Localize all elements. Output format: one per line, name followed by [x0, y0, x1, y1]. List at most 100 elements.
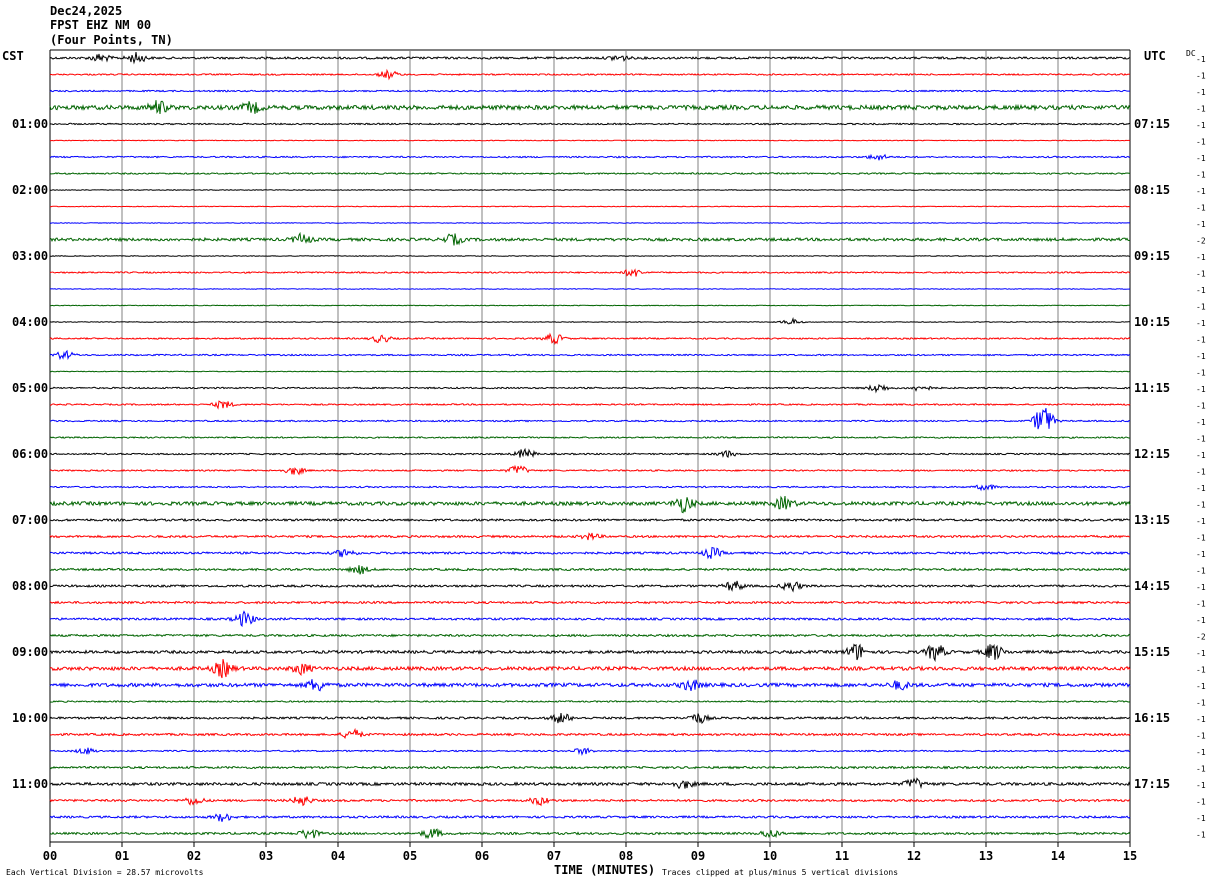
seismic-trace	[49, 447, 1131, 459]
seismic-trace	[49, 747, 1130, 756]
left-hour-label: 01:00	[12, 117, 48, 131]
trace-offset-label: -1	[1196, 105, 1206, 114]
trace-offset-label: -1	[1196, 699, 1206, 708]
x-tick-label: 12	[907, 849, 921, 863]
trace-offset-label: -1	[1196, 55, 1206, 64]
trace-offset-label: -1	[1196, 253, 1206, 262]
trace-offset-label: -1	[1196, 484, 1206, 493]
seismic-trace	[49, 436, 1131, 439]
right-hour-label: 13:15	[1134, 513, 1170, 527]
left-hour-label: 05:00	[12, 381, 48, 395]
seismic-trace	[49, 484, 1131, 492]
right-hour-label: 08:15	[1134, 183, 1170, 197]
trace-offset-label: -1	[1196, 220, 1206, 229]
x-tick-label: 07	[547, 849, 561, 863]
x-tick-label: 09	[691, 849, 705, 863]
left-timezone-label: CST	[2, 49, 24, 63]
trace-offset-label: -1	[1196, 171, 1206, 180]
grid-layer	[49, 49, 1131, 847]
seismic-trace	[49, 633, 1131, 638]
seismic-trace	[49, 231, 1131, 246]
seismic-trace	[49, 407, 1131, 430]
left-hour-label: 02:00	[12, 183, 48, 197]
trace-offset-label: -1	[1196, 814, 1206, 823]
seismic-trace	[50, 205, 1131, 208]
trace-offset-label: -1	[1196, 286, 1206, 295]
seismic-trace	[49, 765, 1131, 770]
seismic-trace	[49, 546, 1130, 560]
seismic-trace	[49, 68, 1131, 81]
trace-offset-label: -1	[1196, 369, 1206, 378]
seismic-trace	[49, 727, 1131, 739]
x-tick-label: 15	[1123, 849, 1137, 863]
left-hour-label: 06:00	[12, 447, 48, 461]
trace-offset-label: -1	[1196, 187, 1206, 196]
trace-offset-label: -1	[1196, 303, 1206, 312]
trace-offset-label: -1	[1196, 154, 1206, 163]
left-hour-label: 04:00	[12, 315, 48, 329]
right-hour-label: 10:15	[1134, 315, 1170, 329]
right-hour-label: 11:15	[1134, 381, 1170, 395]
seismic-trace	[49, 383, 1131, 394]
trace-offset-label: -1	[1196, 88, 1206, 97]
trace-offset-label: -1	[1196, 468, 1206, 477]
trace-offset-label: -1	[1196, 583, 1206, 592]
seismic-trace	[49, 400, 1131, 410]
seismic-trace	[49, 565, 1131, 575]
right-timezone-label: UTC	[1144, 49, 1166, 63]
x-tick-label: 13	[979, 849, 993, 863]
trace-offset-label: -1	[1196, 418, 1206, 427]
trace-offset-label: -1	[1196, 435, 1206, 444]
x-tick-label: 04	[331, 849, 345, 863]
trace-offset-label: -1	[1196, 765, 1206, 774]
right-hour-label: 17:15	[1134, 777, 1170, 791]
seismic-trace	[49, 777, 1131, 790]
left-hour-label: 11:00	[12, 777, 48, 791]
x-axis-title: TIME (MINUTES)	[554, 863, 656, 877]
seismic-trace	[49, 679, 1131, 692]
trace-offset-label: -1	[1196, 517, 1206, 526]
right-hour-label: 14:15	[1134, 579, 1170, 593]
x-tick-label: 14	[1051, 849, 1065, 863]
seismic-trace	[49, 268, 1131, 277]
seismic-trace	[50, 255, 1131, 257]
trace-offset-label: -1	[1196, 666, 1206, 675]
trace-offset-label: -1	[1196, 798, 1206, 807]
x-tick-label: 02	[187, 849, 201, 863]
seismic-trace	[49, 658, 1131, 679]
right-hour-label: 07:15	[1134, 117, 1170, 131]
trace-offset-label: -1	[1196, 567, 1206, 576]
trace-offset-label: -1	[1196, 501, 1206, 510]
x-tick-label: 10	[763, 849, 777, 863]
trace-offset-label: -1	[1196, 352, 1206, 361]
trace-offset-label: -1	[1196, 715, 1206, 724]
left-hour-label: 08:00	[12, 579, 48, 593]
left-hour-label: 10:00	[12, 711, 48, 725]
x-tick-label: 01	[115, 849, 129, 863]
trace-offset-label: -1	[1196, 831, 1206, 840]
x-tick-label: 11	[835, 849, 849, 863]
trace-offset-label: -1	[1196, 649, 1206, 658]
trace-offset-label: -1	[1196, 336, 1206, 345]
trace-offset-label: -2	[1196, 237, 1206, 246]
clip-note: Traces clipped at plus/minus 5 vertical …	[662, 868, 899, 877]
trace-offset-label: -2	[1196, 633, 1206, 642]
trace-offset-label: -1	[1196, 550, 1206, 559]
right-hour-label: 12:15	[1134, 447, 1170, 461]
trace-offset-label: -1	[1196, 616, 1206, 625]
seismic-trace	[49, 464, 1131, 476]
seismic-trace	[49, 600, 1131, 605]
x-tick-label: 05	[403, 849, 417, 863]
trace-offset-label: -1	[1196, 600, 1206, 609]
trace-offset-label: -1	[1196, 748, 1206, 757]
trace-layer	[49, 52, 1131, 840]
left-hour-label: 07:00	[12, 513, 48, 527]
trace-offset-label: -1	[1196, 451, 1206, 460]
seismic-trace	[49, 517, 1131, 523]
seismic-trace	[49, 349, 1131, 361]
seismic-trace	[49, 495, 1131, 514]
trace-offset-label: -1	[1196, 534, 1206, 543]
trace-offset-label: -1	[1196, 270, 1206, 279]
